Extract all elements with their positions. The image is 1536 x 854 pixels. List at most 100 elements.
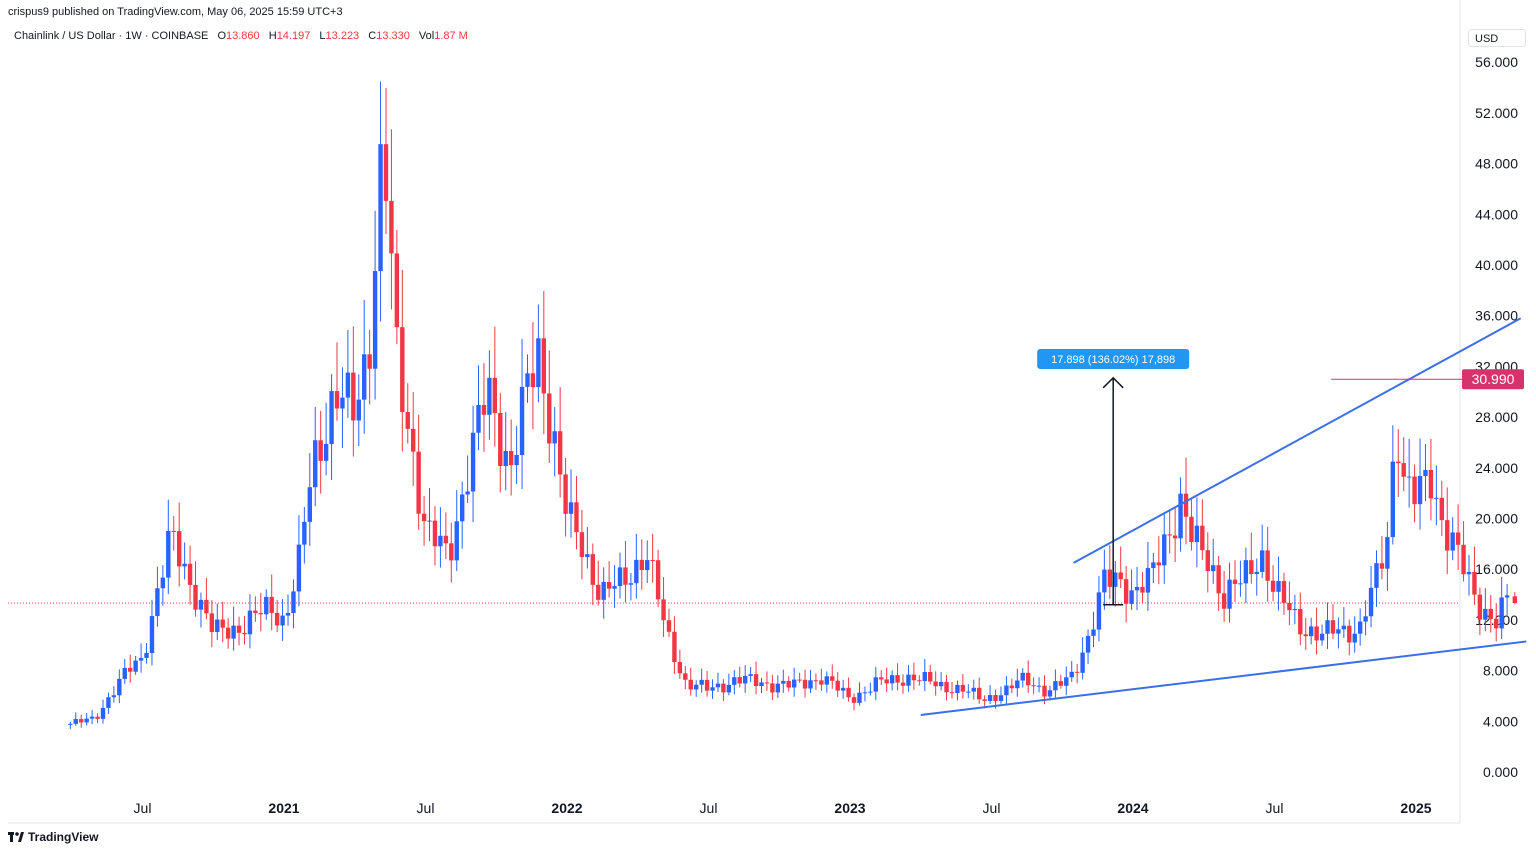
- candle-body: [334, 391, 340, 409]
- symbol-legend: Chainlink / US Dollar · 1W · COINBASE O1…: [14, 30, 468, 42]
- candle-body: [378, 144, 383, 272]
- x-tick-label: 2023: [834, 800, 865, 816]
- candle-body: [247, 610, 253, 635]
- candle-body: [596, 584, 601, 600]
- close-label: C: [368, 30, 377, 42]
- candle-body: [748, 674, 753, 676]
- candle-body: [514, 455, 519, 466]
- tradingview-brand: TradingView: [28, 830, 99, 844]
- candle-body: [1483, 608, 1488, 620]
- candle-body: [84, 718, 89, 723]
- candle-body: [519, 386, 525, 456]
- candle-body: [900, 682, 906, 686]
- resistance-price-tag: [1462, 369, 1524, 390]
- y-tick-label: 20.000: [1475, 511, 1518, 527]
- candle-body: [209, 613, 215, 633]
- candle-body: [204, 599, 209, 614]
- candle-body: [617, 567, 623, 587]
- candle-body: [318, 440, 323, 461]
- trendlines: [920, 317, 1527, 716]
- y-tick-label: 24.000: [1475, 460, 1518, 476]
- candle-body: [280, 615, 285, 626]
- x-tick-label: Jul: [983, 800, 1001, 816]
- candle-body: [1352, 633, 1357, 643]
- publish-info: crispus9 published on TradingView.com, M…: [8, 6, 343, 18]
- candle-body: [264, 596, 269, 615]
- candle-body: [89, 716, 95, 719]
- candle-body: [574, 502, 579, 533]
- candle-body: [1461, 544, 1466, 575]
- candle-body: [225, 627, 231, 639]
- candle-body: [79, 719, 84, 723]
- candle-body: [176, 531, 182, 567]
- candle-body: [753, 674, 759, 687]
- candle-body: [313, 440, 318, 488]
- candle-body: [1238, 583, 1243, 585]
- candle-body: [411, 428, 416, 452]
- candle-body: [530, 373, 536, 388]
- candle-body: [1194, 525, 1200, 543]
- candle-body: [236, 625, 242, 633]
- candle-body: [955, 684, 960, 694]
- candlesticks: [68, 81, 1518, 730]
- x-tick-label: Jul: [134, 800, 152, 816]
- candle-body: [1211, 565, 1216, 572]
- candle-body: [1074, 671, 1080, 673]
- candle-body: [285, 612, 291, 616]
- x-tick-label: Jul: [417, 800, 435, 816]
- candle-body: [1445, 520, 1450, 551]
- candle-body: [666, 620, 672, 632]
- candle-body: [1047, 690, 1053, 697]
- candle-body: [1031, 685, 1036, 687]
- candle-body: [432, 520, 438, 547]
- candle-body: [917, 680, 922, 682]
- chart-frame: [8, 0, 1461, 824]
- candle-body: [623, 567, 628, 585]
- candle-body: [1325, 620, 1330, 634]
- volume-label: Vol: [418, 30, 435, 42]
- candle-body: [960, 684, 966, 692]
- candle-body: [242, 632, 247, 635]
- candle-body: [699, 679, 704, 685]
- candle-body: [1401, 463, 1406, 477]
- currency-selector[interactable]: USD: [1468, 29, 1526, 47]
- candle-body: [857, 692, 862, 703]
- candle-body: [193, 584, 198, 610]
- candle-body: [155, 588, 160, 617]
- symbol-title[interactable]: Chainlink / US Dollar · 1W · COINBASE: [14, 30, 209, 42]
- candle-body: [536, 338, 541, 388]
- candle-body: [1145, 568, 1151, 593]
- y-tick-label: 52.000: [1475, 105, 1518, 121]
- candle-body: [1308, 626, 1314, 637]
- y-tick-label: 44.000: [1475, 206, 1518, 222]
- high-label: H: [268, 30, 277, 42]
- candle-body: [1015, 680, 1020, 689]
- y-tick-label: 28.000: [1475, 409, 1518, 425]
- candle-body: [1287, 602, 1292, 611]
- x-tick-label: Jul: [1266, 800, 1284, 816]
- y-tick-label: 8.000: [1483, 663, 1518, 679]
- candle-body: [1162, 534, 1167, 566]
- candle-body: [481, 405, 487, 415]
- candle-body: [128, 667, 133, 672]
- candle-body: [873, 677, 878, 692]
- candle-body: [770, 683, 775, 693]
- candle-body: [1096, 592, 1102, 630]
- candle-body: [998, 695, 1004, 702]
- y-tick-label: 16.000: [1475, 561, 1518, 577]
- candle-body: [1091, 629, 1096, 636]
- trendline[interactable]: [920, 640, 1527, 716]
- candle-body: [258, 613, 264, 615]
- trendline[interactable]: [1073, 317, 1522, 564]
- candle-body: [1064, 677, 1069, 686]
- candle-body: [1200, 525, 1205, 551]
- candle-body: [465, 491, 470, 495]
- candle-body: [1434, 497, 1439, 499]
- candle-body: [144, 652, 149, 658]
- candle-body: [149, 616, 155, 653]
- candle-body: [1151, 562, 1156, 569]
- candle-body: [1156, 562, 1161, 566]
- candle-body: [1303, 634, 1308, 637]
- candle-body: [606, 582, 612, 589]
